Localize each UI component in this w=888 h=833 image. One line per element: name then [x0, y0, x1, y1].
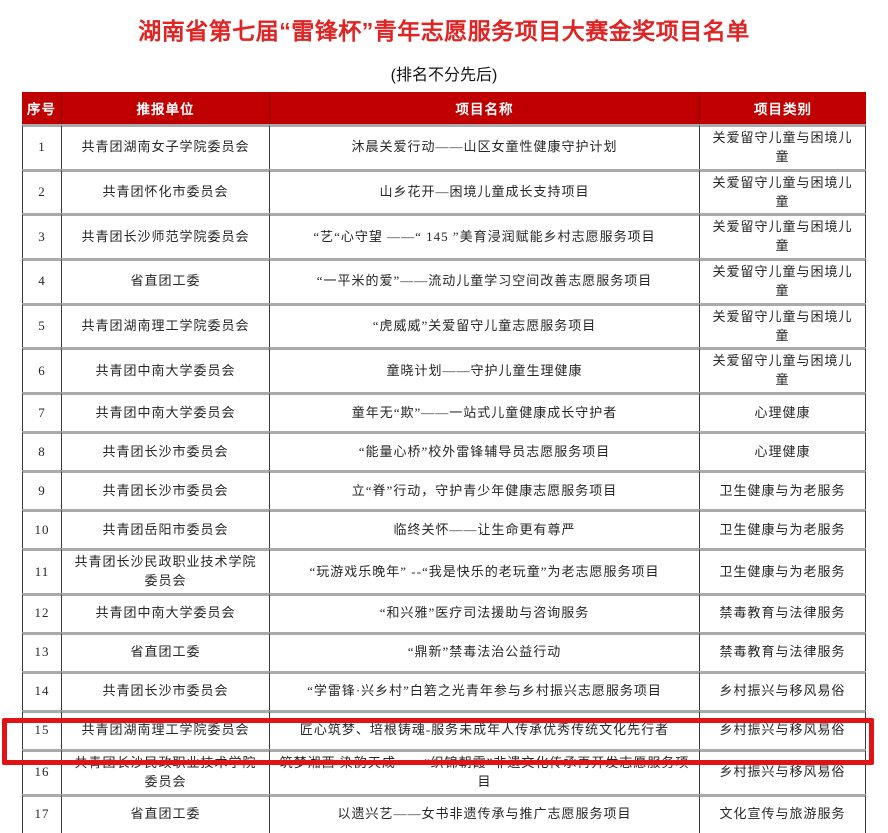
award-table: 序号 推报单位 项目名称 项目类别 1 共青团湖南女子学院委员会 沐晨关爱行动——山… — [22, 92, 866, 833]
table-row: 2 共青团怀化市委员会 山乡花开—困境儿童成长支持项目 关爱留守儿童与困境儿童 — [22, 168, 866, 214]
cell-unit: 省直团工委 — [62, 793, 270, 833]
cell-project: 以遗兴艺——女书非遗传承与推广志愿服务项目 — [270, 793, 700, 833]
table-row: 14 共青团长沙市委员会 “学雷锋·兴乡村”白箬之光青年参与乡村振兴志愿服务项目 乡村… — [22, 670, 866, 710]
table-row: 15 共青团湖南理工学院委员会 匠心筑梦、培根铸魂-服务未成年人传承优秀传统文化先行… — [22, 709, 866, 749]
cell-unit: 共青团中南大学委员会 — [62, 347, 270, 393]
cell-project: 山乡花开—困境儿童成长支持项目 — [270, 168, 700, 214]
cell-category: 关爱留守儿童与困境儿童 — [700, 213, 866, 259]
cell-unit: 共青团长沙师范学院委员会 — [62, 213, 270, 259]
cell-unit: 共青团岳阳市委员会 — [62, 509, 270, 549]
cell-unit: 共青团长沙民政职业技术学院委员会 — [62, 748, 270, 794]
cell-no: 14 — [22, 670, 62, 710]
cell-unit: 共青团中南大学委员会 — [62, 392, 270, 432]
cell-no: 9 — [22, 470, 62, 510]
header-cell-unit: 推报单位 — [62, 92, 270, 124]
cell-no: 11 — [22, 548, 62, 593]
table-row: 17 省直团工委 以遗兴艺——女书非遗传承与推广志愿服务项目 文化宣传与旅游服务 — [22, 793, 866, 833]
cell-project: “虎威威”关爱留守儿童志愿服务项目 — [270, 302, 700, 348]
cell-category: 关爱留守儿童与困境儿童 — [700, 347, 866, 393]
table-row: 16 共青团长沙民政职业技术学院委员会 筑梦湘西 染韵天成——“织锦朝霞”非遗文化传… — [22, 748, 866, 794]
cell-project: “鼎新”禁毒法治公益行动 — [270, 631, 700, 671]
cell-category: 卫生健康与为老服务 — [700, 548, 866, 593]
cell-project: 立“脊”行动，守护青少年健康志愿服务项目 — [270, 470, 700, 510]
table-row: 10 共青团岳阳市委员会 临终关怀——让生命更有尊严 卫生健康与为老服务 — [22, 509, 866, 549]
table-header: 序号 推报单位 项目名称 项目类别 — [22, 92, 866, 124]
cell-category: 心理健康 — [700, 431, 866, 471]
cell-project: 匠心筑梦、培根铸魂-服务未成年人传承优秀传统文化先行者 — [270, 709, 700, 749]
cell-no: 15 — [22, 709, 62, 749]
table-row: 11 共青团长沙民政职业技术学院委员会 “玩游戏乐晚年” --“我是快乐的老玩童”为… — [22, 548, 866, 593]
cell-no: 1 — [22, 124, 62, 169]
cell-category: 关爱留守儿童与困境儿童 — [700, 124, 866, 169]
table-row: 3 共青团长沙师范学院委员会 “艺“心守望 ——“ 145 ”美育浸润赋能乡村志愿服… — [22, 213, 866, 259]
header-cell-no: 序号 — [22, 92, 62, 124]
cell-unit: 共青团湖南理工学院委员会 — [62, 709, 270, 749]
cell-project: 童年无“欺”——一站式儿童健康成长守护者 — [270, 392, 700, 432]
cell-category: 乡村振兴与移风易俗 — [700, 709, 866, 749]
cell-no: 10 — [22, 509, 62, 549]
cell-unit: 省直团工委 — [62, 258, 270, 303]
cell-no: 16 — [22, 748, 62, 794]
cell-category: 禁毒教育与法律服务 — [700, 631, 866, 671]
table-body: 1 共青团湖南女子学院委员会 沐晨关爱行动——山区女童性健康守护计划 关爱留守儿童与困… — [22, 124, 866, 833]
header-cell-category: 项目类别 — [700, 92, 866, 124]
table-row: 5 共青团湖南理工学院委员会 “虎威威”关爱留守儿童志愿服务项目 关爱留守儿童与困境儿… — [22, 302, 866, 348]
cell-unit: 共青团长沙市委员会 — [62, 431, 270, 471]
cell-category: 卫生健康与为老服务 — [700, 470, 866, 510]
cell-category: 关爱留守儿童与困境儿童 — [700, 258, 866, 303]
table-row: 13 省直团工委 “鼎新”禁毒法治公益行动 禁毒教育与法律服务 — [22, 631, 866, 671]
cell-project: “能量心桥”校外雷锋辅导员志愿服务项目 — [270, 431, 700, 471]
table-row: 1 共青团湖南女子学院委员会 沐晨关爱行动——山区女童性健康守护计划 关爱留守儿童与困… — [22, 124, 866, 169]
header-row: 序号 推报单位 项目名称 项目类别 — [22, 92, 866, 124]
cell-unit: 共青团中南大学委员会 — [62, 592, 270, 632]
cell-category: 卫生健康与为老服务 — [700, 509, 866, 549]
cell-unit: 共青团湖南理工学院委员会 — [62, 302, 270, 348]
cell-category: 关爱留守儿童与困境儿童 — [700, 302, 866, 348]
cell-category: 关爱留守儿童与困境儿童 — [700, 168, 866, 214]
cell-category: 禁毒教育与法律服务 — [700, 592, 866, 632]
page-subtitle: (排名不分先后) — [390, 67, 498, 84]
cell-no: 13 — [22, 631, 62, 671]
page-title: 湖南省第七届“雷锋杯”青年志愿服务项目大赛金奖项目名单 — [138, 18, 750, 44]
table-row: 12 共青团中南大学委员会 “和兴雅”医疗司法援助与咨询服务 禁毒教育与法律服务 — [22, 592, 866, 632]
cell-project: “学雷锋·兴乡村”白箬之光青年参与乡村振兴志愿服务项目 — [270, 670, 700, 710]
cell-category: 乡村振兴与移风易俗 — [700, 670, 866, 710]
table-row: 4 省直团工委 “一平米的爱”——流动儿童学习空间改善志愿服务项目 关爱留守儿童与困境… — [22, 258, 866, 303]
cell-unit: 共青团长沙市委员会 — [62, 470, 270, 510]
cell-project: 筑梦湘西 染韵天成——“织锦朝霞”非遗文化传承再开发志愿服务项目 — [270, 748, 700, 794]
cell-unit: 省直团工委 — [62, 631, 270, 671]
cell-no: 7 — [22, 392, 62, 432]
cell-no: 4 — [22, 258, 62, 303]
table-row: 6 共青团中南大学委员会 童晓计划——守护儿童生理健康 关爱留守儿童与困境儿童 — [22, 347, 866, 393]
cell-category: 心理健康 — [700, 392, 866, 432]
cell-project: 沐晨关爱行动——山区女童性健康守护计划 — [270, 124, 700, 169]
cell-no: 5 — [22, 302, 62, 348]
cell-no: 12 — [22, 592, 62, 632]
cell-unit: 共青团长沙民政职业技术学院委员会 — [62, 548, 270, 593]
cell-unit: 共青团长沙市委员会 — [62, 670, 270, 710]
cell-category: 乡村振兴与移风易俗 — [700, 748, 866, 794]
cell-no: 3 — [22, 213, 62, 259]
table-row: 9 共青团长沙市委员会 立“脊”行动，守护青少年健康志愿服务项目 卫生健康与为老服务 — [22, 470, 866, 510]
cell-project: 临终关怀——让生命更有尊严 — [270, 509, 700, 549]
cell-project: “一平米的爱”——流动儿童学习空间改善志愿服务项目 — [270, 258, 700, 303]
cell-no: 2 — [22, 168, 62, 214]
table-row: 8 共青团长沙市委员会 “能量心桥”校外雷锋辅导员志愿服务项目 心理健康 — [22, 431, 866, 471]
cell-project: “艺“心守望 ——“ 145 ”美育浸润赋能乡村志愿服务项目 — [270, 213, 700, 259]
cell-project: “和兴雅”医疗司法援助与咨询服务 — [270, 592, 700, 632]
cell-category: 文化宣传与旅游服务 — [700, 793, 866, 833]
table-row: 7 共青团中南大学委员会 童年无“欺”——一站式儿童健康成长守护者 心理健康 — [22, 392, 866, 432]
cell-unit: 共青团怀化市委员会 — [62, 168, 270, 214]
header-cell-project: 项目名称 — [270, 92, 700, 124]
cell-no: 17 — [22, 793, 62, 833]
cell-no: 8 — [22, 431, 62, 471]
cell-project: 童晓计划——守护儿童生理健康 — [270, 347, 700, 393]
cell-project: “玩游戏乐晚年” --“我是快乐的老玩童”为老志愿服务项目 — [270, 548, 700, 593]
cell-unit: 共青团湖南女子学院委员会 — [62, 124, 270, 169]
cell-no: 6 — [22, 347, 62, 393]
